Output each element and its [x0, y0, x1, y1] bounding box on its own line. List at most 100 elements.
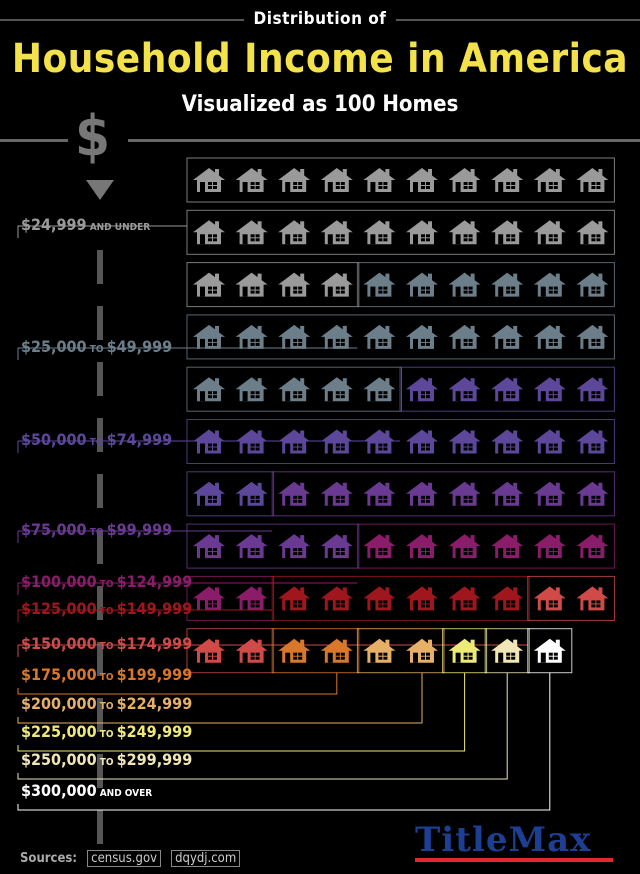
- home-icon: [320, 534, 353, 559]
- home-icon: [363, 272, 396, 297]
- source-census[interactable]: census.gov: [87, 850, 162, 867]
- home-icon: [235, 220, 268, 245]
- home-icon: [448, 481, 481, 506]
- home-icon: [278, 324, 311, 349]
- home-icon: [320, 220, 353, 245]
- home-icon: [491, 377, 524, 402]
- home-icon: [278, 272, 311, 297]
- home-icon: [320, 168, 353, 192]
- home-icon: [576, 481, 609, 506]
- home-icon: [193, 168, 225, 192]
- bracket-9-homes: [17, 628, 488, 752]
- home-icon: [363, 481, 396, 506]
- home-icon: [235, 168, 268, 192]
- titlemax-logo: TitleMax: [415, 820, 615, 864]
- home-icon: [193, 272, 225, 297]
- home-icon: [576, 377, 609, 402]
- sources: Sources: census.gov dqydj.com: [20, 850, 241, 867]
- home-icon: [491, 534, 524, 559]
- bracket-10-homes: [17, 628, 530, 780]
- bracket-0-homes: [17, 157, 615, 308]
- home-icon: [320, 377, 353, 402]
- home-icon: [320, 586, 353, 611]
- home-icon: [576, 324, 609, 349]
- title-line-1: Distribution of: [0, 9, 640, 29]
- home-icon: [320, 324, 353, 349]
- bracket-5-homes: [17, 575, 530, 622]
- home-icon: [235, 534, 268, 559]
- home-icon: [235, 586, 268, 611]
- home-icon: [235, 377, 268, 402]
- bracket-2-homes: [17, 366, 615, 517]
- home-icon: [406, 272, 438, 297]
- home-icon: [448, 534, 481, 559]
- home-icon: [193, 638, 225, 663]
- bracket-1-homes: [17, 262, 615, 412]
- home-icon: [193, 586, 225, 611]
- home-icon: [406, 220, 438, 245]
- home-icon: [448, 168, 481, 192]
- home-icon: [363, 586, 396, 611]
- bracket-7-homes: [17, 628, 360, 695]
- home-icon: [576, 220, 609, 245]
- home-icon: [320, 272, 353, 297]
- home-icon: [576, 534, 609, 559]
- home-icon: [193, 377, 225, 402]
- home-icon: [491, 324, 524, 349]
- bracket-4-homes: [17, 523, 615, 621]
- brand-name: TitleMax: [415, 820, 592, 860]
- home-icon: [406, 324, 438, 349]
- home-icon: [448, 429, 481, 454]
- bracket-label: $150,000 TO $174,999: [21, 634, 193, 653]
- home-icon: [491, 481, 524, 506]
- bracket-8-homes: [17, 628, 445, 724]
- title-line-3: Visualized as 100 Homes: [181, 92, 459, 117]
- home-icon: [533, 481, 566, 506]
- home-icon: [533, 429, 566, 454]
- home-icon: [576, 586, 609, 611]
- home-icon: [320, 481, 353, 506]
- divider-right: [128, 139, 640, 142]
- bracket-label: $300,000 AND OVER: [21, 781, 153, 800]
- title-line-2: Household Income in America: [11, 36, 629, 82]
- source-dqydj[interactable]: dqydj.com: [171, 850, 241, 867]
- home-icon: [448, 220, 481, 245]
- home-icon: [193, 481, 225, 506]
- home-icon: [278, 534, 311, 559]
- home-icon: [491, 168, 524, 192]
- home-icon: [278, 481, 311, 506]
- home-icon: [406, 534, 438, 559]
- home-icon: [406, 638, 438, 663]
- bracket-label: $24,999 AND UNDER: [21, 215, 151, 234]
- home-icon: [576, 429, 609, 454]
- home-icon: [278, 586, 311, 611]
- home-icon: [363, 377, 396, 402]
- bracket-3-homes: [17, 471, 615, 569]
- home-icon: [320, 638, 353, 663]
- home-icon: [533, 586, 566, 611]
- home-icon: [278, 220, 311, 245]
- home-icon: [363, 534, 396, 559]
- home-icon: [193, 324, 225, 349]
- bracket-label: $75,000 TO $99,999: [21, 520, 173, 539]
- home-icon: [491, 220, 524, 245]
- home-icon: [278, 377, 311, 402]
- bracket-label: $25,000 TO $49,999: [21, 337, 173, 356]
- bracket-11-homes: [17, 628, 573, 811]
- home-icon: [235, 638, 268, 663]
- home-icon: [193, 220, 225, 245]
- home-icon: [448, 272, 481, 297]
- home-icon: [235, 272, 268, 297]
- bracket-label: $50,000 TO $74,999: [21, 430, 173, 449]
- home-icon: [363, 324, 396, 349]
- home-icon: [533, 220, 566, 245]
- home-icon: [448, 377, 481, 402]
- home-icon: [533, 377, 566, 402]
- bracket-label: $225,000 TO $249,999: [21, 722, 193, 741]
- home-icon: [491, 272, 524, 297]
- sources-label: Sources:: [20, 851, 78, 866]
- home-icon: [278, 638, 311, 663]
- home-icon: [363, 168, 396, 192]
- home-icon: [193, 534, 225, 559]
